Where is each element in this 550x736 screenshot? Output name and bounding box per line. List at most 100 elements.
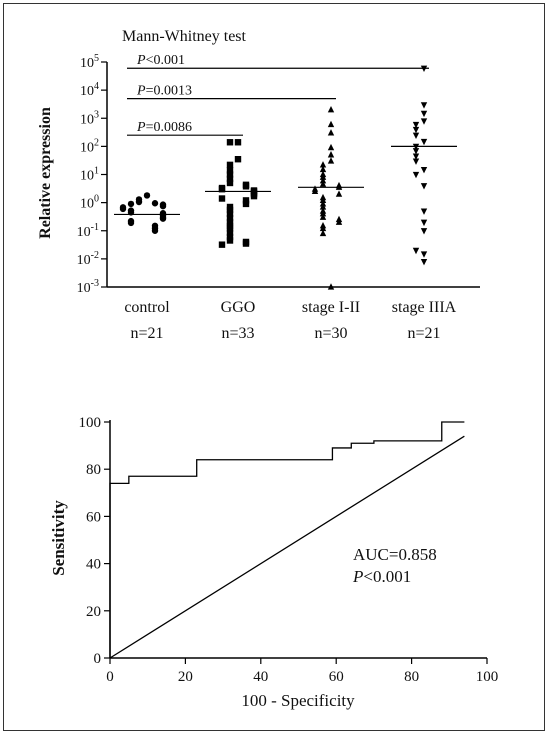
- data-point: [234, 139, 242, 146]
- tick-exponent: -1: [91, 222, 99, 233]
- data-point: [412, 158, 420, 165]
- data-point: [226, 179, 234, 187]
- data-point: [335, 190, 343, 197]
- data-point: [319, 210, 327, 217]
- data-point: [327, 283, 335, 290]
- p-value-annotation: P<0.001: [352, 567, 411, 586]
- data-point: [412, 148, 420, 155]
- comparison-p: P: [136, 53, 146, 68]
- roc-y-tick-label: 20: [86, 604, 101, 620]
- data-point: [242, 200, 250, 208]
- data-point: [420, 110, 428, 118]
- data-point: [327, 120, 335, 128]
- comparison-p: P: [136, 84, 146, 99]
- comparison-p: P: [136, 120, 146, 135]
- tick-base: 10: [80, 197, 94, 212]
- data-point: [226, 206, 234, 214]
- scatter-y-tick-label: 103: [80, 109, 99, 127]
- p-rest: <0.001: [363, 567, 411, 586]
- data-point: [319, 173, 327, 180]
- data-point: [420, 118, 428, 125]
- comparison-label: P=0.0013: [136, 84, 192, 99]
- p-italic: P: [352, 567, 363, 586]
- comparison-label: P=0.0086: [136, 120, 192, 135]
- data-point: [319, 213, 327, 220]
- comparison-value: <0.001: [146, 53, 185, 68]
- group-n-label: n=30: [314, 325, 347, 342]
- data-point: [143, 192, 151, 199]
- data-point: [234, 155, 242, 163]
- scatter-y-tick-label: 100: [80, 194, 99, 212]
- figure-frame: [3, 3, 545, 731]
- roc-x-tick-label: 80: [404, 669, 419, 685]
- data-point: [127, 219, 135, 227]
- data-point: [226, 233, 234, 241]
- comparison-value: =0.0086: [146, 120, 192, 135]
- tick-exponent: 5: [94, 53, 99, 64]
- data-point: [226, 219, 234, 226]
- tick-exponent: -3: [91, 278, 99, 289]
- data-point: [127, 200, 135, 208]
- comparison-label: P<0.001: [136, 53, 185, 68]
- data-point: [412, 171, 420, 179]
- data-point: [226, 214, 234, 222]
- scatter-chart-title: Mann-Whitney test: [122, 28, 247, 45]
- roc-chart: Sensitivity 100 - Specificity 0 20 40 60 80 1…: [49, 415, 498, 710]
- data-point: [319, 165, 327, 173]
- auc-annotation: AUC=0.858: [353, 545, 437, 564]
- scatter-y-tick-label: 10-1: [77, 222, 99, 240]
- roc-x-tick-label: 40: [253, 669, 268, 685]
- scatter-chart: Mann-Whitney test Relative expression 10…: [37, 28, 480, 342]
- roc-y-tick-label: 100: [79, 415, 102, 431]
- data-point: [412, 247, 420, 255]
- data-point: [226, 225, 234, 232]
- scatter-y-tick-label: 101: [80, 166, 99, 184]
- tick-exponent: 0: [94, 194, 99, 205]
- tick-base: 10: [80, 112, 94, 127]
- data-point: [319, 196, 327, 203]
- data-point: [420, 259, 428, 266]
- roc-x-tick-label: 100: [476, 669, 499, 685]
- roc-reference-line: [109, 435, 465, 659]
- data-point: [412, 126, 420, 134]
- data-point: [412, 121, 420, 129]
- tick-base: 10: [80, 169, 94, 184]
- data-point: [420, 183, 428, 190]
- data-point: [218, 195, 226, 202]
- roc-curve: [109, 421, 465, 658]
- tick-exponent: 1: [94, 166, 99, 177]
- scatter-y-axis-label: Relative expression: [37, 107, 54, 239]
- data-point: [335, 218, 343, 225]
- tick-base: 10: [80, 84, 94, 99]
- data-point: [412, 143, 420, 151]
- data-point: [327, 129, 335, 136]
- data-point: [420, 228, 428, 235]
- data-point: [226, 139, 234, 146]
- data-point: [327, 105, 335, 113]
- data-point: [420, 251, 428, 258]
- scatter-y-tick-label: 10-3: [77, 278, 99, 296]
- tick-exponent: 2: [94, 137, 99, 148]
- comparison-value: =0.0013: [146, 84, 192, 99]
- data-point: [319, 224, 327, 232]
- group-n-label: n=21: [130, 325, 163, 342]
- data-point: [420, 208, 428, 215]
- tick-exponent: -2: [91, 250, 99, 261]
- data-point: [319, 203, 327, 210]
- data-point: [151, 227, 159, 234]
- data-point: [327, 143, 335, 151]
- scatter-y-tick-label: 105: [80, 53, 99, 71]
- tick-base: 10: [77, 281, 91, 296]
- data-point: [159, 215, 167, 222]
- data-point: [319, 161, 327, 168]
- data-point: [420, 219, 428, 227]
- tick-base: 10: [77, 225, 91, 240]
- data-point: [420, 102, 428, 109]
- data-point: [319, 229, 327, 237]
- tick-exponent: 4: [94, 81, 99, 92]
- scatter-y-tick-label: 102: [80, 137, 99, 155]
- data-point: [218, 241, 226, 248]
- data-point: [226, 161, 234, 169]
- roc-x-tick-label: 20: [178, 669, 193, 685]
